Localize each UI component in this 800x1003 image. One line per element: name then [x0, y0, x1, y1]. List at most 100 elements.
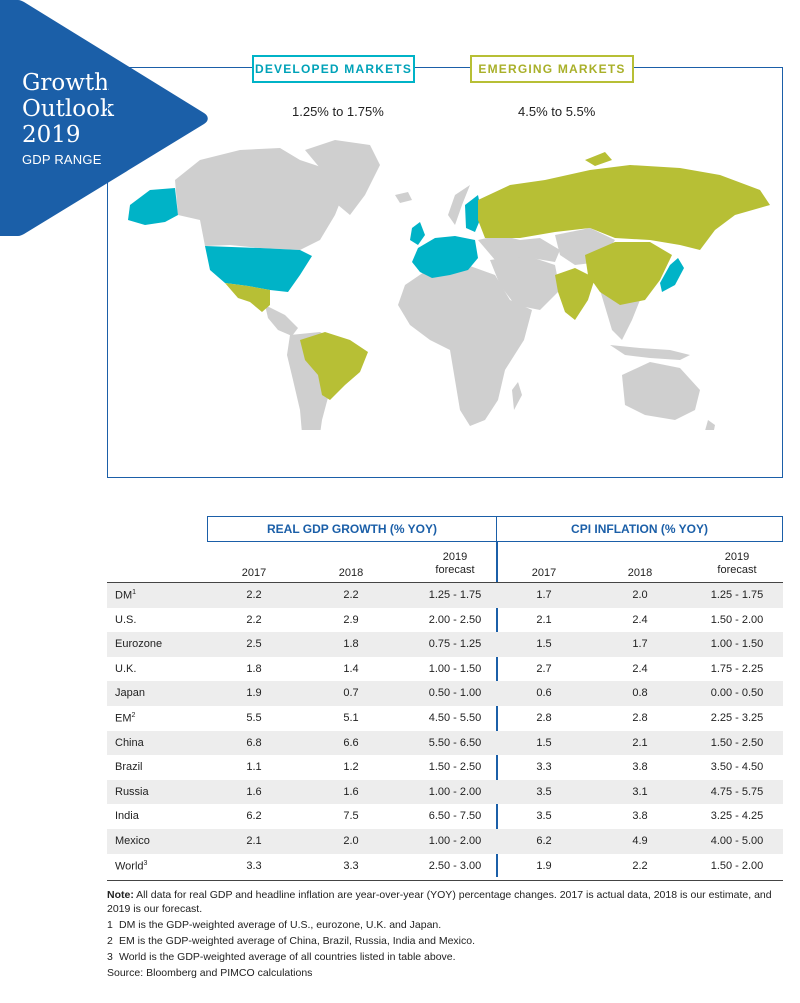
row-label: EM	[115, 712, 132, 725]
mexico-region	[225, 283, 270, 312]
gdp-cell: 2.1	[246, 835, 262, 847]
row-label: DM	[115, 589, 133, 602]
cpi-cell: 4.00 - 5.00	[710, 835, 764, 847]
cpi-cell: 1.9	[536, 859, 552, 872]
cpi-cell: 4.75 - 5.75	[710, 785, 764, 798]
banner-title-line1: Growth	[22, 70, 109, 96]
notes-section: Note: All data for real GDP and headline…	[107, 888, 783, 982]
russia-region	[478, 165, 770, 250]
row-label: U.K.	[115, 662, 137, 675]
gdp-cell: 2.50 - 3.00	[428, 859, 482, 872]
alaska-region	[128, 188, 178, 225]
gdp-col-2018: 2018	[338, 567, 364, 579]
cpi-cell: 1.5	[536, 736, 552, 749]
uk-region	[410, 222, 425, 245]
table-row: India 6.2 7.5 6.50 - 7.50 3.5 3.8 3.25 - 4.25	[107, 804, 783, 829]
cpi-cell: 2.25 - 3.25	[710, 712, 764, 724]
gdp-cell: 1.4	[343, 662, 359, 675]
table-row: DM1 2.2 2.2 1.25 - 1.75 1.7 2.0 1.25 - 1.75	[107, 583, 783, 608]
cpi-cell: 4.9	[632, 835, 648, 847]
banner-title-line3: 2019	[22, 122, 81, 148]
cpi-cell: 1.50 - 2.50	[710, 736, 764, 749]
gdp-cell: 2.5	[246, 638, 262, 651]
gdp-col-2019: 2019 forecast	[415, 551, 495, 577]
cpi-cell: 2.8	[536, 712, 552, 724]
cpi-cell: 3.3	[536, 761, 552, 774]
new-zealand-region	[705, 420, 715, 430]
gdp-cell: 1.00 - 2.00	[428, 785, 482, 798]
cpi-cell: 6.2	[536, 835, 552, 847]
cpi-cell: 0.6	[536, 687, 552, 700]
table-row: U.K. 1.8 1.4 1.00 - 1.50 2.7 2.4 1.75 - 2.25	[107, 657, 783, 682]
row-label-wrap: EM2	[115, 712, 135, 725]
gdp-cell: 0.7	[343, 687, 359, 700]
gdp-cell: 2.9	[343, 613, 359, 626]
gdp-cell: 2.2	[343, 589, 359, 601]
gdp-cell: 6.50 - 7.50	[428, 810, 482, 823]
cpi-cell: 2.2	[632, 859, 648, 872]
cpi-cell: 2.4	[632, 613, 648, 626]
table-row: Mexico 2.1 2.0 1.00 - 2.00 6.2 4.9 4.00 - 5.00	[107, 829, 783, 854]
gdp-cell: 0.50 - 1.00	[428, 687, 482, 700]
header-rule	[107, 582, 783, 583]
usa-region	[205, 246, 312, 292]
gdp-cell: 1.00 - 2.00	[428, 835, 482, 847]
cpi-cell: 1.25 - 1.75	[710, 589, 764, 601]
cpi-cell: 3.25 - 4.25	[710, 810, 764, 823]
cpi-cell: 1.00 - 1.50	[710, 638, 764, 651]
group-divider	[496, 541, 498, 877]
cpi-col-2019-year: 2019	[724, 551, 750, 563]
cpi-cell: 2.0	[632, 589, 648, 601]
gdp-cell: 3.3	[343, 859, 359, 872]
footnote-3: 3 World is the GDP-weighted average of al…	[107, 951, 456, 963]
gdp-col-2019-year: 2019	[442, 551, 468, 563]
cpi-col-2017: 2017	[531, 567, 557, 579]
brazil-region	[300, 332, 368, 400]
gdp-cell: 5.50 - 6.50	[428, 736, 482, 749]
cpi-cell: 1.50 - 2.00	[710, 613, 764, 626]
gdp-cell: 1.25 - 1.75	[428, 589, 482, 601]
gdp-col-2017: 2017	[241, 567, 267, 579]
cpi-cell: 3.8	[632, 810, 648, 823]
gdp-cell: 2.00 - 2.50	[428, 613, 482, 626]
finland-region	[465, 195, 482, 232]
gdp-cell: 1.8	[246, 662, 262, 675]
cpi-cell: 0.8	[632, 687, 648, 700]
table-row: U.S. 2.2 2.9 2.00 - 2.50 2.1 2.4 1.50 - 2.00	[107, 608, 783, 633]
cpi-cell: 2.7	[536, 662, 552, 675]
banner-text: Growth Outlook 2019 GDP RANGE	[22, 70, 114, 167]
cpi-cell: 1.75 - 2.25	[710, 662, 764, 675]
gdp-cell: 3.3	[246, 859, 262, 872]
china-region	[585, 242, 672, 305]
gdp-cell: 6.2	[246, 810, 262, 823]
table-row: Russia 1.6 1.6 1.00 - 2.00 3.5 3.1 4.75 - 5.75	[107, 779, 783, 805]
madagascar-region	[512, 382, 522, 410]
developed-markets-label: DEVELOPED MARKETS	[252, 55, 415, 83]
row-label-wrap: DM1	[115, 589, 136, 602]
cpi-cell: 2.1	[536, 613, 552, 626]
table-row: World3 3.3 3.3 2.50 - 3.00 1.9 2.2 1.50 - 2.00	[107, 854, 783, 879]
iceland-region	[395, 192, 412, 203]
row-label: World	[115, 860, 144, 873]
note-label: Note:	[107, 889, 134, 901]
gdp-cell: 1.00 - 1.50	[428, 662, 482, 675]
africa-region	[398, 266, 532, 426]
australia-region	[622, 362, 700, 420]
cpi-cell: 3.1	[632, 785, 648, 798]
russia-north-island	[585, 152, 612, 166]
eurozone-region	[412, 236, 478, 278]
cpi-cell: 1.50 - 2.00	[710, 859, 764, 872]
title-banner	[0, 0, 208, 236]
gdp-cell: 1.1	[246, 761, 262, 774]
gdp-cell: 1.50 - 2.50	[428, 761, 482, 774]
greenland-region	[305, 140, 380, 215]
central-america-region	[265, 305, 298, 336]
gdp-cell: 4.50 - 5.50	[428, 712, 482, 724]
cpi-inflation-header: CPI INFLATION (% YOY)	[496, 516, 783, 542]
cpi-cell: 1.7	[536, 589, 552, 601]
cpi-cell: 3.5	[536, 785, 552, 798]
row-footnote-marker: 1	[132, 589, 137, 596]
gdp-cell: 1.2	[343, 761, 359, 774]
gdp-cell: 2.2	[246, 613, 262, 626]
table-bottom-rule	[107, 880, 783, 881]
